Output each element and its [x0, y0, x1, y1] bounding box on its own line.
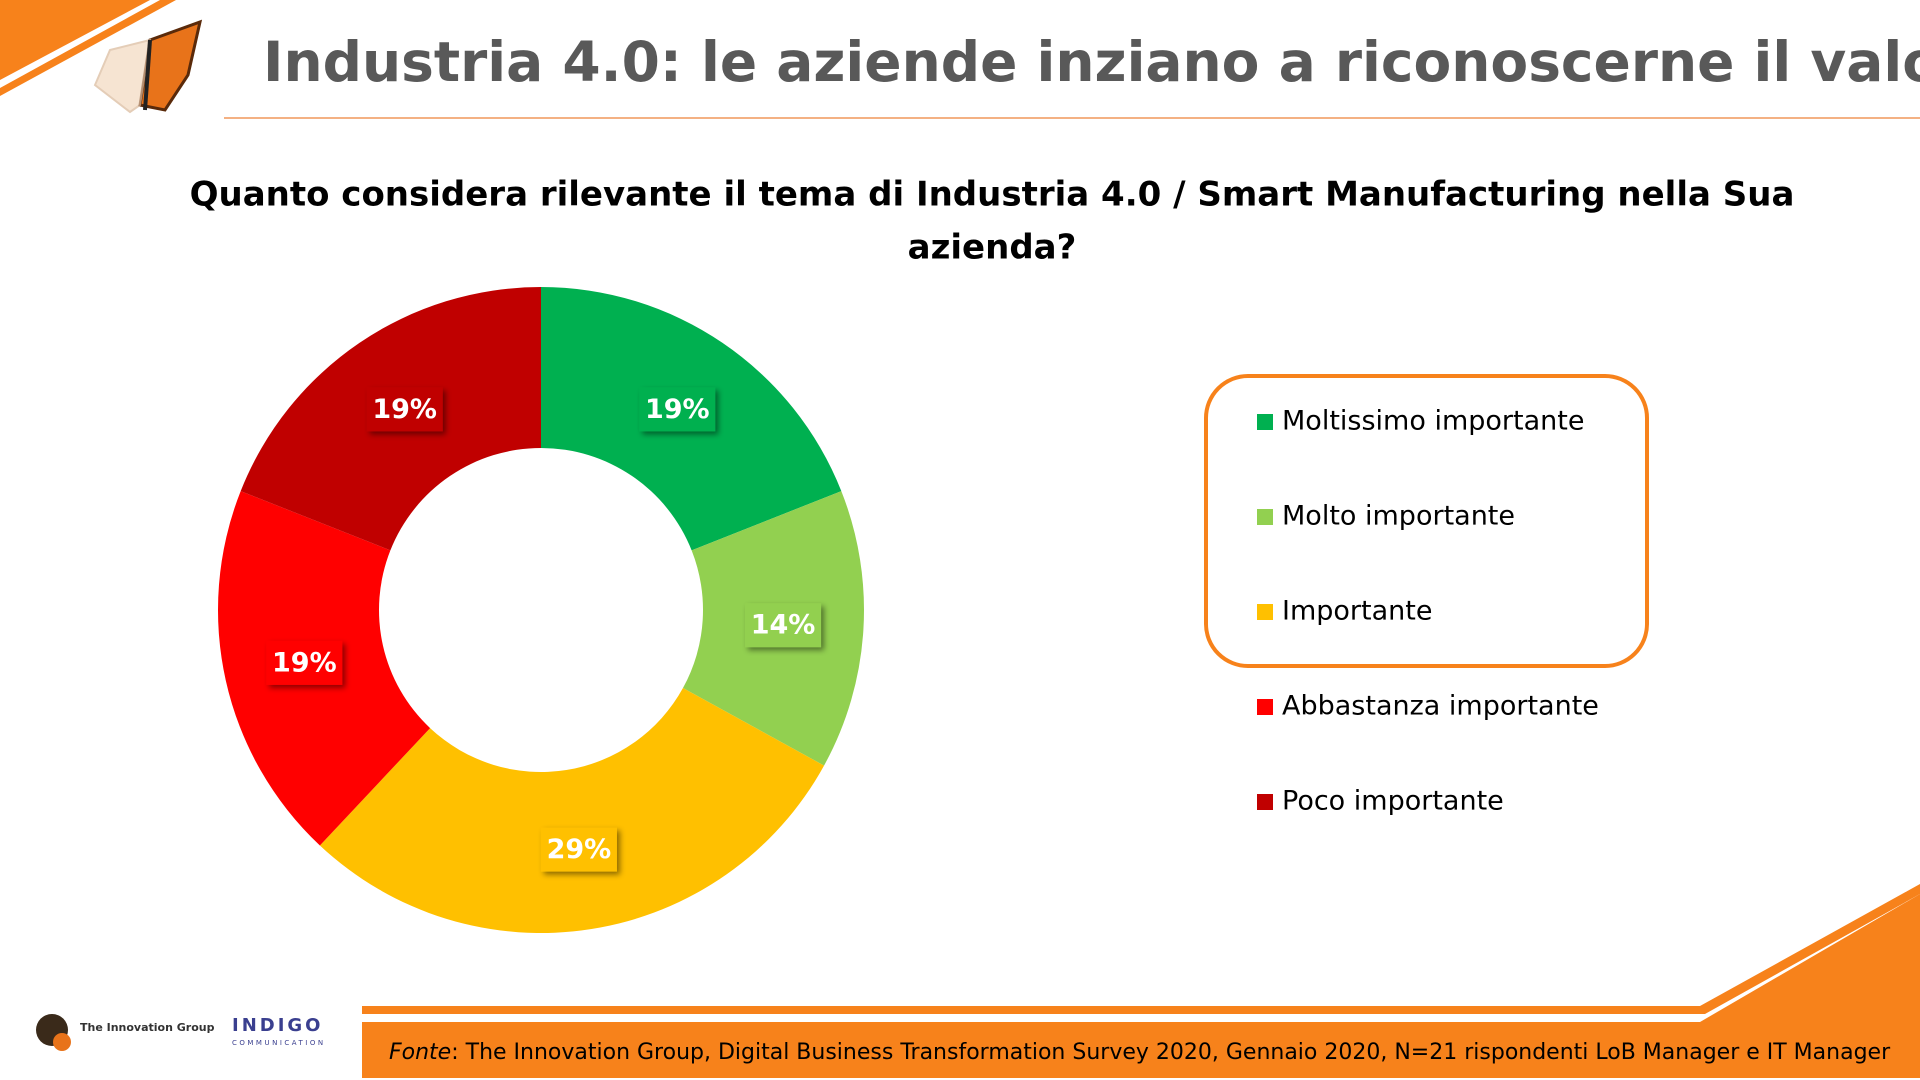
logo-text: COMMUNICATION [232, 1039, 326, 1047]
data-label-box [745, 603, 822, 648]
data-label-box [540, 827, 617, 872]
legend-label: Importante [1282, 596, 1432, 627]
source-label: Fonte [389, 1040, 451, 1065]
legend-swatch [1257, 509, 1273, 525]
donut-segment [319, 688, 825, 934]
data-label-box [266, 640, 343, 685]
chart-title: Quanto considera rilevante il tema di In… [190, 175, 1795, 215]
data-label: 19% [645, 394, 710, 425]
footer-decoration [1700, 894, 1920, 1022]
slide-title: Industria 4.0: le aziende inziano a rico… [263, 30, 1920, 94]
source-note: Fonte: The Innovation Group, Digital Bus… [389, 1040, 1891, 1065]
source-text: : The Innovation Group, Digital Business… [451, 1040, 1891, 1065]
legend-swatch [1257, 414, 1273, 430]
data-label: 19% [372, 394, 437, 425]
footer-bar [362, 1022, 1920, 1078]
corner-decoration [0, 0, 150, 80]
legend-label: Abbastanza importante [1282, 691, 1599, 722]
chart-title: azienda? [908, 228, 1077, 268]
legend-label: Poco importante [1282, 786, 1504, 817]
donut-chart: 19% 14% 29% 19% 19% [217, 287, 865, 934]
data-label: 19% [272, 647, 337, 678]
innovation-group-logo: The Innovation Group [36, 1014, 215, 1051]
legend-label: Moltissimo importante [1282, 406, 1584, 437]
logo-text: The Innovation Group [80, 1021, 215, 1034]
legend-swatch [1257, 794, 1273, 810]
legend-swatch [1257, 604, 1273, 620]
legend-highlight [1204, 374, 1649, 668]
logo-text: INDIGO [232, 1015, 323, 1036]
butterfly-logo [93, 19, 203, 114]
legend-swatch [1257, 699, 1273, 715]
legend-label: Molto importante [1282, 501, 1515, 532]
data-label-box [639, 387, 716, 432]
corner-stripe [0, 0, 176, 96]
data-label: 29% [547, 834, 612, 865]
legend: Moltissimo importante Molto importante Imp… [1257, 406, 1599, 817]
data-label-box [366, 387, 443, 432]
data-label: 14% [751, 610, 816, 641]
